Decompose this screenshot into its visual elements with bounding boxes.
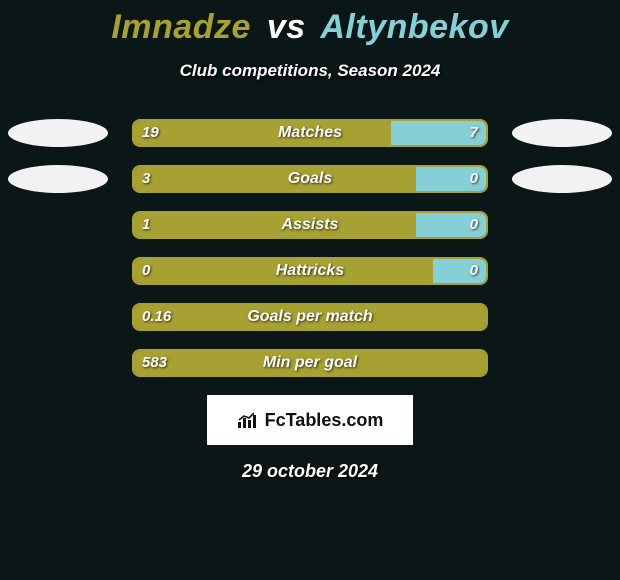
stat-value-player2: 0 xyxy=(460,211,488,239)
player1-badge xyxy=(8,165,108,193)
stat-bar: 583Min per goal xyxy=(132,349,488,377)
player2-badge xyxy=(512,211,612,239)
stat-value-player1: 583 xyxy=(132,349,177,377)
stat-row: 30Goals xyxy=(0,165,620,193)
logo-box: FcTables.com xyxy=(207,395,413,445)
vs-label: vs xyxy=(267,8,306,46)
stat-value-player1: 3 xyxy=(132,165,160,193)
player2-badge xyxy=(512,119,612,147)
bar-segment-player1 xyxy=(134,213,416,237)
date-label: 29 october 2024 xyxy=(0,461,620,482)
player2-badge xyxy=(512,303,612,331)
stat-value-player2 xyxy=(468,349,488,377)
stat-value-player1: 0 xyxy=(132,257,160,285)
stat-row: 10Assists xyxy=(0,211,620,239)
bar-segment-player1 xyxy=(134,167,416,191)
stat-row: 0.16Goals per match xyxy=(0,303,620,331)
stat-bar: 30Goals xyxy=(132,165,488,193)
bar-segment-player1 xyxy=(134,351,486,375)
stat-row: 583Min per goal xyxy=(0,349,620,377)
bar-segment-player1 xyxy=(134,305,486,329)
stat-value-player2: 7 xyxy=(460,119,488,147)
player1-badge xyxy=(8,349,108,377)
stat-value-player2: 0 xyxy=(460,257,488,285)
bar-segment-player1 xyxy=(134,121,391,145)
player2-badge xyxy=(512,165,612,193)
stat-bar: 0.16Goals per match xyxy=(132,303,488,331)
stats-container: 197Matches30Goals10Assists00Hattricks0.1… xyxy=(0,119,620,377)
stat-bar: 10Assists xyxy=(132,211,488,239)
logo-text: FcTables.com xyxy=(265,410,384,431)
stat-bar: 197Matches xyxy=(132,119,488,147)
player1-badge xyxy=(8,211,108,239)
player1-badge xyxy=(8,119,108,147)
player2-name: Altynbekov xyxy=(320,8,508,46)
stat-value-player2: 0 xyxy=(460,165,488,193)
stat-value-player1: 19 xyxy=(132,119,169,147)
player1-badge xyxy=(8,303,108,331)
stat-row: 00Hattricks xyxy=(0,257,620,285)
player2-badge xyxy=(512,349,612,377)
fctables-chart-icon xyxy=(237,411,259,429)
player2-badge xyxy=(512,257,612,285)
comparison-title: Imnadze vs Altynbekov xyxy=(0,0,620,47)
bar-segment-player1 xyxy=(134,259,433,283)
subtitle: Club competitions, Season 2024 xyxy=(0,61,620,81)
stat-value-player1: 1 xyxy=(132,211,160,239)
player1-badge xyxy=(8,257,108,285)
player1-name: Imnadze xyxy=(111,8,251,46)
stat-value-player2 xyxy=(468,303,488,331)
stat-row: 197Matches xyxy=(0,119,620,147)
stat-value-player1: 0.16 xyxy=(132,303,181,331)
stat-bar: 00Hattricks xyxy=(132,257,488,285)
